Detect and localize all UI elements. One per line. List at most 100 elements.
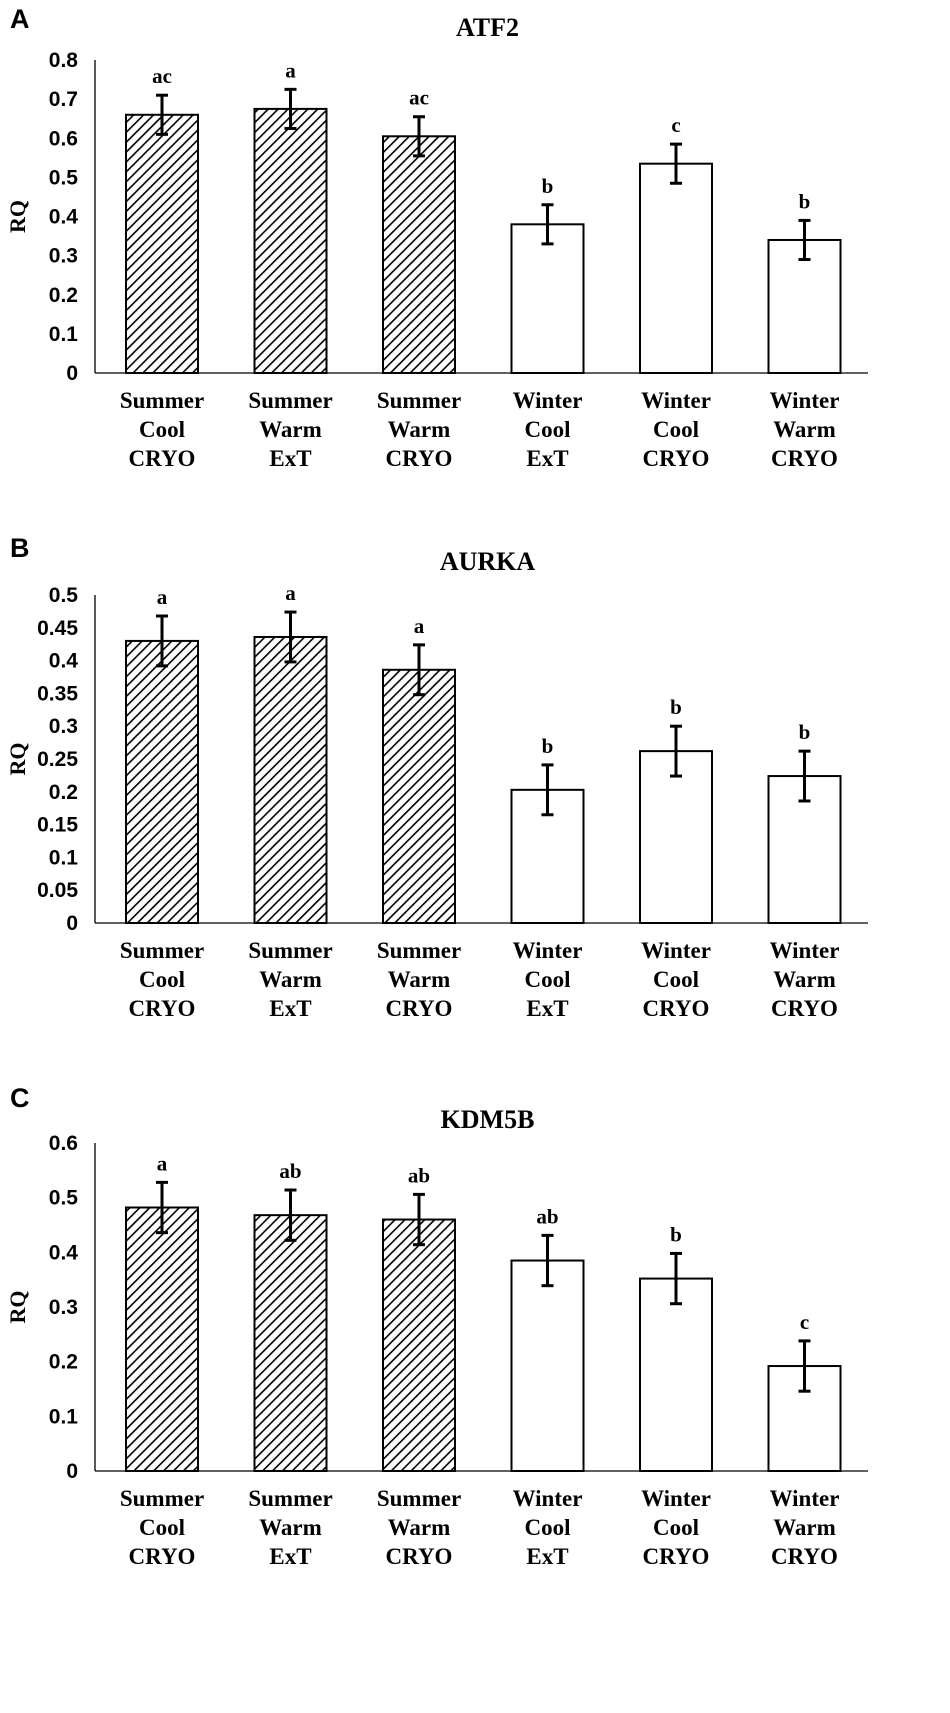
significance-label: b xyxy=(799,720,811,744)
x-category-label: Winter xyxy=(641,938,711,963)
significance-label: ab xyxy=(536,1204,558,1228)
significance-label: ac xyxy=(409,86,429,110)
significance-label: a xyxy=(157,1151,168,1175)
x-category-label: Cool xyxy=(653,417,699,442)
x-category-label: ExT xyxy=(269,996,311,1021)
x-category-label: Cool xyxy=(653,967,699,992)
y-tick-label: 0.45 xyxy=(37,617,78,640)
bar xyxy=(382,135,456,374)
y-tick-label: 0 xyxy=(66,912,78,935)
x-category-label: Winter xyxy=(641,1486,711,1511)
x-category-label: Summer xyxy=(120,1486,204,1511)
x-category-label: Winter xyxy=(770,388,840,413)
y-tick-label: 0.8 xyxy=(49,49,79,72)
x-category-label: Warm xyxy=(259,1515,322,1540)
chart-title: ATF2 xyxy=(456,13,519,42)
significance-label: a xyxy=(414,614,425,638)
y-tick-label: 0.4 xyxy=(49,1241,79,1264)
y-tick-label: 0.7 xyxy=(49,88,78,111)
significance-label: b xyxy=(670,695,682,719)
x-category-label: Summer xyxy=(248,388,332,413)
x-category-label: Winter xyxy=(513,938,583,963)
x-category-label: Cool xyxy=(525,417,571,442)
y-tick-label: 0.05 xyxy=(37,879,78,902)
y-tick-label: 0.2 xyxy=(49,781,78,804)
bar xyxy=(253,1214,328,1473)
x-category-label: Summer xyxy=(377,388,461,413)
x-category-label: ExT xyxy=(526,996,568,1021)
x-category-label: Summer xyxy=(248,938,332,963)
y-tick-label: 0.6 xyxy=(49,1132,78,1155)
x-category-label: Cool xyxy=(139,967,185,992)
y-tick-label: 0.25 xyxy=(37,748,78,771)
bar xyxy=(767,238,842,374)
y-tick-label: 0.1 xyxy=(49,846,79,869)
x-category-label: Cool xyxy=(525,1515,571,1540)
x-category-label: Summer xyxy=(120,388,204,413)
y-tick-label: 0.4 xyxy=(49,206,79,229)
y-tick-label: 0.2 xyxy=(49,1351,78,1374)
x-category-label: Warm xyxy=(388,1515,451,1540)
significance-label: ab xyxy=(408,1163,430,1187)
x-category-label: CRYO xyxy=(129,1544,196,1569)
x-category-label: Cool xyxy=(653,1515,699,1540)
x-category-label: Summer xyxy=(248,1486,332,1511)
x-category-label: Summer xyxy=(120,938,204,963)
significance-label: a xyxy=(285,581,296,605)
significance-label: b xyxy=(542,734,554,758)
x-category-label: CRYO xyxy=(771,1544,838,1569)
x-category-label: ExT xyxy=(269,446,311,471)
x-category-label: Winter xyxy=(770,1486,840,1511)
x-category-label: ExT xyxy=(526,446,568,471)
y-tick-label: 0.3 xyxy=(49,715,78,738)
x-category-label: Warm xyxy=(773,967,836,992)
y-tick-label: 0.4 xyxy=(49,650,79,673)
x-category-label: CRYO xyxy=(643,446,710,471)
chart-panel-c: C KDM5B RQ 0 0.1 0.2 0.3 0.4 0.5 0.6 a Summer Cool CR… xyxy=(5,1083,868,1569)
bar xyxy=(125,1206,199,1473)
significance-label: c xyxy=(800,1310,809,1334)
y-axis-label: RQ xyxy=(5,200,30,233)
x-category-label: Cool xyxy=(139,1515,185,1540)
significance-label: b xyxy=(670,1222,682,1246)
x-category-label: Cool xyxy=(139,417,185,442)
x-category-label: ExT xyxy=(269,1544,311,1569)
panel-letter: A xyxy=(10,4,30,34)
y-tick-label: 0.2 xyxy=(49,284,78,307)
y-tick-label: 0.3 xyxy=(49,245,78,268)
significance-label: a xyxy=(285,58,296,82)
y-tick-label: 0.5 xyxy=(49,166,79,189)
significance-label: c xyxy=(671,113,680,137)
y-tick-label: 0.35 xyxy=(37,682,78,705)
x-category-label: Warm xyxy=(388,967,451,992)
significance-label: b xyxy=(542,174,554,198)
x-category-label: ExT xyxy=(526,1544,568,1569)
y-tick-label: 0 xyxy=(66,1460,78,1483)
x-category-label: Warm xyxy=(259,417,322,442)
bar xyxy=(125,639,199,924)
x-category-label: Summer xyxy=(377,1486,461,1511)
y-axis-label: RQ xyxy=(5,1291,30,1324)
x-category-label: CRYO xyxy=(386,446,453,471)
significance-label: b xyxy=(799,189,811,213)
y-tick-label: 0.1 xyxy=(49,323,79,346)
bar xyxy=(253,107,328,374)
y-tick-label: 0.6 xyxy=(49,127,78,150)
y-tick-label: 0.1 xyxy=(49,1405,79,1428)
chart-title: KDM5B xyxy=(441,1105,535,1134)
x-category-label: CRYO xyxy=(643,996,710,1021)
x-category-label: CRYO xyxy=(129,446,196,471)
bar xyxy=(639,162,713,374)
bar xyxy=(639,1277,713,1473)
x-category-label: Winter xyxy=(770,938,840,963)
x-category-label: CRYO xyxy=(643,1544,710,1569)
panel-letter: B xyxy=(10,533,30,563)
x-category-label: CRYO xyxy=(386,1544,453,1569)
y-tick-label: 0.15 xyxy=(37,814,78,837)
x-category-label: CRYO xyxy=(771,996,838,1021)
x-category-label: Warm xyxy=(259,967,322,992)
significance-label: a xyxy=(157,585,168,609)
y-tick-label: 0 xyxy=(66,362,78,385)
bar xyxy=(253,635,328,924)
